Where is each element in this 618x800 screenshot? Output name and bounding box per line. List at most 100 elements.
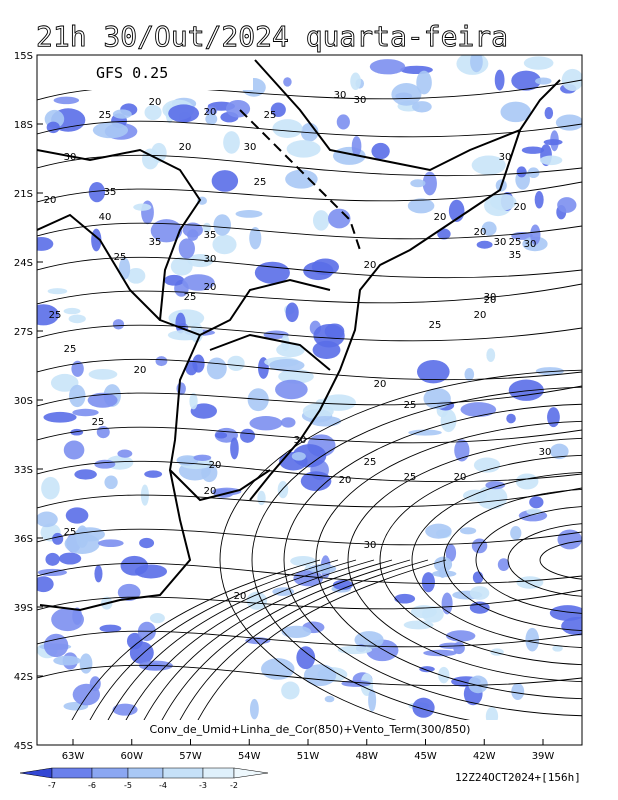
lon-label: 42W xyxy=(473,751,496,762)
convergence-area xyxy=(187,229,199,241)
convergence-area xyxy=(65,507,89,524)
contour-label: 25 xyxy=(404,472,417,483)
axes: 15S 18S 21S 24S 27S 30S 33S 36S 39S 42S 45S 63W 60W 5… xyxy=(14,51,554,762)
convergence-area xyxy=(213,214,232,236)
lon-label: 54W xyxy=(238,751,261,762)
convergence-area xyxy=(281,681,300,700)
run-label: 12Z24OCT2024+[156h] xyxy=(455,771,581,784)
streamline xyxy=(95,559,357,745)
colorbar-label: -5 xyxy=(124,781,132,790)
streamline xyxy=(37,222,582,240)
convergence-area xyxy=(419,666,435,673)
convergence-area xyxy=(544,106,554,120)
contour-label: 25 xyxy=(364,457,377,468)
convergence-area xyxy=(511,70,541,91)
convergence-area xyxy=(324,323,345,340)
convergence-area xyxy=(71,360,84,377)
contour-label: 20 xyxy=(179,142,192,153)
convergence-area xyxy=(539,155,563,166)
contour-label: 30 xyxy=(244,142,257,153)
convergence-area xyxy=(292,444,327,468)
convergence-area xyxy=(74,527,105,542)
colorbar-label: -4 xyxy=(159,781,167,790)
convergence-area xyxy=(454,439,470,462)
convergence-area xyxy=(525,627,540,652)
convergence-area xyxy=(144,470,163,478)
convergence-area xyxy=(225,99,251,118)
convergence-area xyxy=(139,537,155,549)
convergence-area xyxy=(235,210,263,218)
convergence-area xyxy=(416,359,450,384)
contour-label: 25 xyxy=(264,110,277,121)
convergence-area xyxy=(460,527,477,535)
streamline xyxy=(37,630,582,648)
contour-label: 35 xyxy=(204,230,217,241)
convergence-area xyxy=(557,197,577,213)
convergence-area xyxy=(303,261,334,281)
colorbar-end xyxy=(19,767,53,779)
convergence-area xyxy=(52,532,64,545)
convergence-area xyxy=(285,302,299,323)
convergence-area xyxy=(547,407,560,428)
coastline xyxy=(249,129,521,501)
contour-label: 35 xyxy=(104,187,117,198)
streamline xyxy=(113,559,375,745)
streamline xyxy=(443,489,582,631)
convergence-area xyxy=(117,583,141,601)
contour-label: 25 xyxy=(92,417,105,428)
contour-label: 30 xyxy=(354,95,367,106)
model-label: GFS 0.25 xyxy=(96,64,168,82)
convergence-area xyxy=(189,392,198,410)
convergence-area xyxy=(516,166,527,178)
convergence-area xyxy=(438,666,450,684)
streamline xyxy=(37,528,582,546)
convergence-area xyxy=(170,256,193,276)
convergence-area xyxy=(190,403,217,419)
convergence-area xyxy=(133,203,152,211)
contour-label: 30 xyxy=(64,152,77,163)
convergence-area xyxy=(37,236,54,251)
streamline xyxy=(77,559,339,745)
convergence-area xyxy=(92,122,129,139)
contour-label: 20 xyxy=(204,486,217,497)
border xyxy=(37,148,331,337)
convergence-area xyxy=(126,267,146,284)
colorbar-cell xyxy=(127,767,164,779)
contour-label: 20 xyxy=(454,472,467,483)
caption: Conv_de_Umid+Linha_de_Cor(850)+Vento_Ter… xyxy=(150,723,471,736)
colorbar-cell xyxy=(202,767,235,779)
convergence-area xyxy=(490,648,504,656)
convergence-area xyxy=(308,563,337,574)
convergence-area xyxy=(94,565,103,583)
convergence-area xyxy=(72,683,101,706)
convergence-area xyxy=(257,490,266,506)
contour-label: 30 xyxy=(539,447,552,458)
lon-label: 48W xyxy=(355,751,378,762)
convergence-area xyxy=(324,695,335,703)
convergence-area xyxy=(68,314,86,324)
convergence-area xyxy=(269,359,305,372)
convergence-area xyxy=(120,555,149,576)
lat-label: 39S xyxy=(14,603,33,614)
colorbar-cell xyxy=(162,767,204,779)
streamline xyxy=(37,426,582,444)
convergence-area xyxy=(87,392,118,408)
convergence-area xyxy=(446,630,476,642)
lon-label: 57W xyxy=(179,751,202,762)
convergence-area xyxy=(369,59,406,75)
convergence-area xyxy=(41,476,60,500)
convergence-area xyxy=(150,219,183,243)
contour-label: 20 xyxy=(204,282,217,293)
coastline xyxy=(39,469,192,612)
convergence-area xyxy=(437,228,451,240)
contour-label: 25 xyxy=(49,310,62,321)
convergence-area xyxy=(412,101,432,113)
convergence-area xyxy=(88,182,106,203)
convergence-area xyxy=(486,348,496,363)
streamline xyxy=(539,540,582,580)
convergence-area xyxy=(555,114,582,131)
convergence-area xyxy=(201,463,218,483)
convergence-area xyxy=(37,304,59,326)
